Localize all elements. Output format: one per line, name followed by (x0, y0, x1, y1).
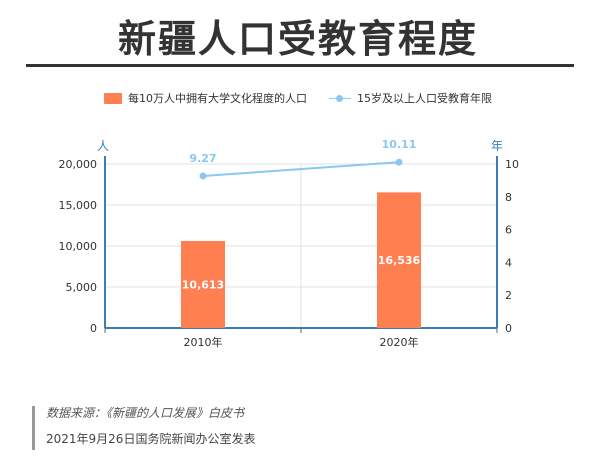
legend-line-swatch (329, 93, 351, 104)
source-accent-bar (32, 406, 35, 450)
y-right-tick-label: 0 (505, 322, 512, 335)
y-left-tick-label: 5,000 (66, 281, 98, 294)
bar (377, 192, 421, 328)
line-value-label: 9.27 (189, 152, 216, 165)
line-point (199, 172, 207, 180)
y-left-tick-label: 15,000 (59, 199, 98, 212)
y-right-tick-label: 8 (505, 191, 512, 204)
line-value-label: 10.11 (382, 138, 417, 151)
y-left-tick-label: 10,000 (59, 240, 98, 253)
chart-title: 新疆人口受教育程度 (117, 17, 478, 61)
source-line-2: 2021年9月26日国务院新闻办公室发表 (46, 432, 256, 446)
bar (181, 240, 225, 328)
line-series (202, 161, 400, 177)
y-left-tick-label: 20,000 (59, 158, 98, 171)
bar-value-label: 16,536 (378, 254, 421, 267)
legend-line-label: 15岁及以上人口受教育年限 (357, 92, 492, 105)
x-tick-label: 2010年 (184, 335, 223, 349)
y-right-unit-label: 年 (491, 139, 503, 153)
x-tick-label: 2020年 (380, 335, 419, 349)
legend-item-bar[interactable]: 每10万人中拥有大学文化程度的人口 (104, 90, 307, 106)
chart-svg: 0 5,000 10,000 15,000 20,000 0 2 4 6 8 10 人 年 2010年 20… (59, 138, 520, 349)
line-point (395, 158, 403, 166)
chart-legend: 每10万人中拥有大学文化程度的人口 15岁及以上人口受教育年限 (0, 90, 596, 106)
bar-value-label: 10,613 (182, 278, 224, 291)
legend-bar-label: 每10万人中拥有大学文化程度的人口 (128, 92, 307, 105)
y-right-tick-label: 2 (505, 289, 512, 302)
source-line-1: 数据来源：《新疆的人口发展》白皮书 (46, 406, 245, 420)
y-left-unit-label: 人 (97, 139, 109, 153)
y-right-tick-label: 6 (505, 224, 512, 237)
title-underline (26, 64, 574, 67)
y-right-tick-label: 4 (505, 256, 512, 269)
y-left-tick-label: 0 (90, 322, 97, 335)
legend-bar-swatch (104, 92, 122, 104)
y-right-tick-label: 10 (505, 158, 519, 171)
legend-item-line[interactable]: 15岁及以上人口受教育年限 (329, 90, 492, 106)
